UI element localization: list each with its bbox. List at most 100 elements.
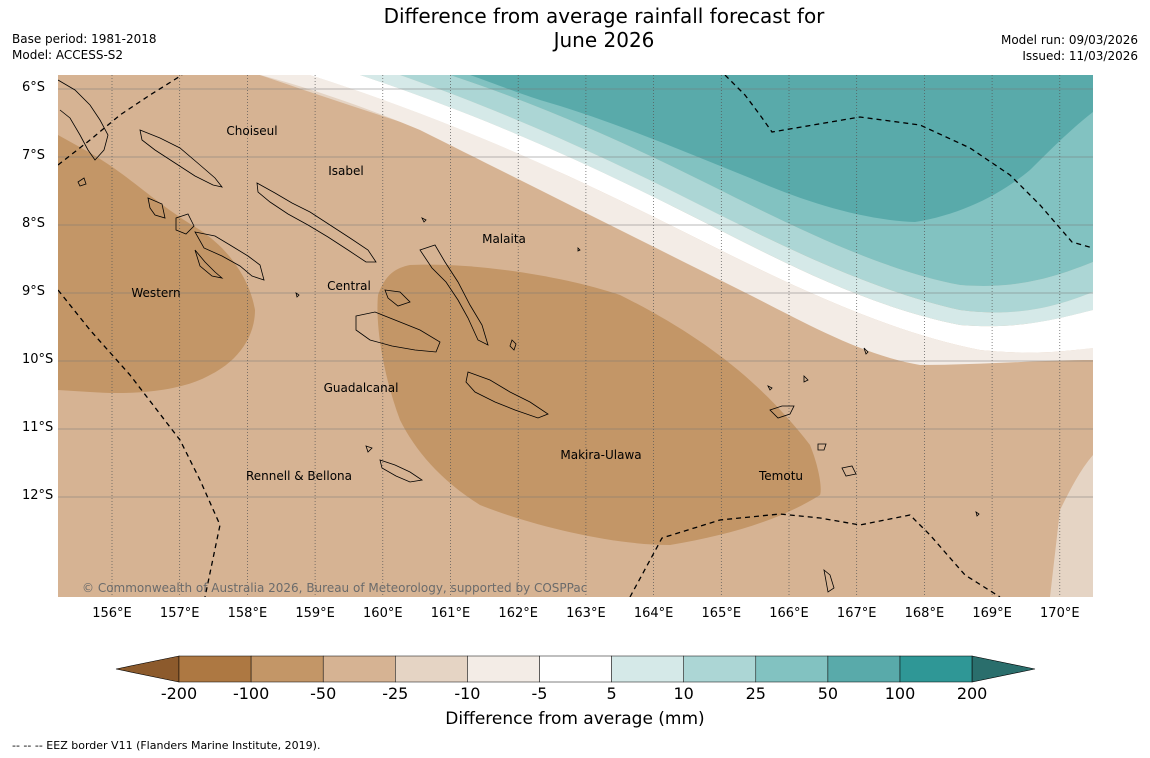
base-period: Base period: 1981-2018: [12, 32, 157, 46]
issued-date: Issued: 11/03/2026: [1022, 49, 1138, 63]
colorbar-segment: [395, 655, 468, 683]
meta-right: Model run: 09/03/2026 Issued: 11/03/2026: [1001, 32, 1138, 64]
island-bougainville: [58, 79, 109, 161]
x-axis-tick-label: 164°E: [633, 606, 674, 621]
island-reef: [767, 385, 773, 391]
island-small-b: [577, 247, 581, 252]
island-tikopia: [975, 511, 980, 517]
region-label-choiseul: Choiseul: [226, 124, 277, 138]
y-axis-tick-label: 9°S: [22, 284, 46, 299]
island-vella: [194, 231, 265, 281]
y-axis-tick-label: 7°S: [22, 148, 46, 163]
colorbar-segment: [322, 655, 396, 683]
eez-note: -- -- -- EEZ border V11 (Flanders Marine…: [12, 739, 321, 752]
colorbar-tick-label: 50: [817, 684, 839, 703]
colorbar-segment: [611, 655, 684, 683]
band-10-5: [260, 75, 1093, 365]
band-5-10: [360, 75, 1093, 327]
region-label-isabel: Isabel: [328, 164, 363, 178]
x-axis-tick-label: 170°E: [1040, 606, 1080, 621]
islands: [58, 79, 980, 593]
region-label-rennell-bellona: Rennell & Bellona: [246, 469, 352, 483]
colorbar-tick-label: -100: [232, 684, 270, 703]
chart-title: Difference from average rainfall forecas…: [0, 4, 1150, 52]
x-axis-tick-label: 162°E: [498, 606, 538, 621]
colorbar-segment: [178, 655, 252, 683]
colorbar-tick-label: -200: [160, 684, 198, 703]
eez-borders: [58, 75, 1093, 597]
x-axis-tick-label: 163°E: [566, 606, 606, 621]
colorbar-tick-label: -5: [531, 684, 548, 703]
island-malaita: [419, 244, 489, 346]
colorbar-min-extend: [115, 655, 180, 683]
region-label-malaita: Malaita: [482, 232, 526, 246]
model-name: Model: ACCESS-S2: [12, 48, 124, 62]
eez-line-nw: [58, 75, 183, 166]
colorbar-segment: [539, 655, 612, 683]
colorbar-tick-label: 10: [673, 684, 694, 703]
colorbar-max-extend: [971, 655, 1036, 683]
x-axis-tick-label: 165°E: [701, 606, 742, 621]
title-line-1: Difference from average rainfall forecas…: [383, 4, 825, 28]
eez-line-w: [58, 289, 221, 597]
band-100-50-west: [58, 135, 255, 394]
y-axis-tick-label: 8°S: [22, 216, 46, 231]
x-axis-tick-label: 161°E: [430, 606, 471, 621]
island-makira: [465, 371, 549, 419]
colorbar-tick-label: -10: [454, 684, 481, 703]
x-axis-tick-label: 167°E: [836, 606, 877, 621]
colorbar-tick-label: 100: [884, 684, 916, 703]
band-5-5: [310, 75, 1093, 353]
colorbar-segment: [899, 655, 973, 683]
island-duff: [803, 375, 809, 383]
x-axis-tick-label: 159°E: [295, 606, 335, 621]
x-axis-tick-label: 156°E: [92, 606, 132, 621]
x-axis-tick-label: 166°E: [769, 606, 809, 621]
y-axis-tick-label: 6°S: [22, 80, 46, 95]
island-choiseul: [139, 129, 223, 188]
x-axis-tick-label: 158°E: [227, 606, 268, 621]
island-florida: [384, 289, 411, 307]
x-axis-tick-label: 169°E: [972, 606, 1012, 621]
colorbar-segment: [827, 655, 901, 683]
island-sikaiana: [863, 347, 869, 355]
colorbar-segment: [755, 655, 829, 683]
region-label-central: Central: [327, 279, 371, 293]
region-labels: Choiseul Isabel Malaita Western Central Guada…: [131, 124, 803, 483]
colorbar-tick-label: 25: [745, 684, 766, 703]
x-axis-tick-label: 157°E: [159, 606, 200, 621]
y-axis-tick-label: 10°S: [22, 352, 54, 367]
island-bellona: [365, 445, 373, 453]
region-label-western: Western: [131, 286, 180, 300]
colorbar-tick-label: 5: [606, 684, 617, 703]
colorbar-tick-label: 200: [956, 684, 988, 703]
map-area: Choiseul Isabel Malaita Western Central Guada…: [58, 75, 1093, 597]
island-ulawa: [509, 339, 517, 351]
model-run: Model run: 09/03/2026: [1000, 33, 1138, 47]
gridlines: [58, 75, 1093, 597]
island-guadalcanal: [355, 311, 441, 353]
colorbar-segment: [250, 655, 324, 683]
colorbar-tick-label: -50: [310, 684, 337, 703]
region-label-guadalcanal: Guadalcanal: [324, 381, 399, 395]
colorbar-segment: [683, 655, 757, 683]
colorbar-segment: [467, 655, 540, 683]
region-label-temotu: Temotu: [758, 469, 803, 483]
y-axis-tick-label: 11°S: [22, 420, 54, 435]
band-10-25: [400, 75, 1093, 313]
island-rendova: [194, 249, 224, 279]
y-axis-tick-label: 12°S: [22, 488, 54, 503]
island-vanikoro: [841, 465, 857, 477]
island-small-a: [295, 292, 300, 298]
island-santa-cruz: [769, 405, 795, 419]
island-utupua: [817, 443, 827, 451]
region-label-makira-ulawa: Makira-Ulawa: [560, 448, 641, 462]
band-100-50-central: [377, 264, 821, 545]
meta-left: Base period: 1981-2018 Model: ACCESS-S2: [12, 31, 157, 63]
colorbar-title: Difference from average (mm): [445, 709, 705, 729]
x-axis-tick-label: 168°E: [904, 606, 945, 621]
island-isabel: [256, 182, 377, 263]
island-ontong: [421, 217, 427, 223]
copyright-text: © Commonwealth of Australia 2026, Bureau…: [82, 581, 587, 595]
